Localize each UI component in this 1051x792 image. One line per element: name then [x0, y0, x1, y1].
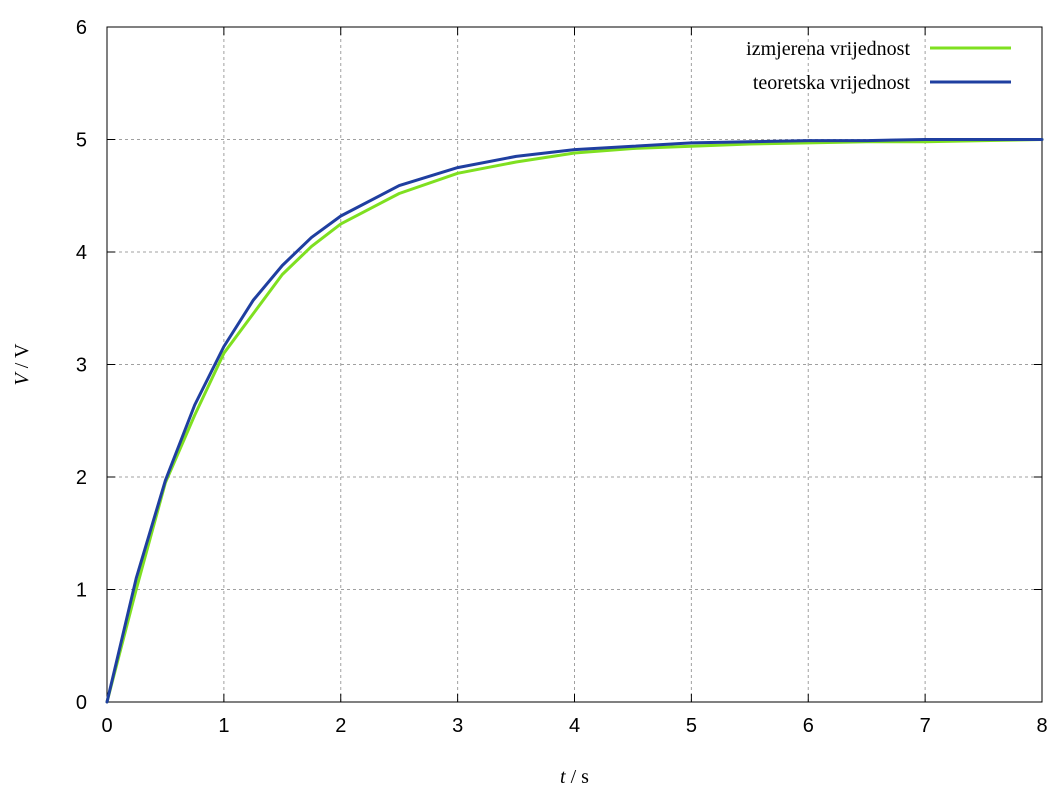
y-axis-label: V / V — [11, 343, 33, 385]
x-axis-variable: t — [560, 766, 566, 788]
series-line-1 — [105, 138, 1044, 704]
series-line-2 — [105, 138, 1044, 704]
x-tick-label: 3 — [452, 715, 463, 737]
y-axis-separator: / — [11, 358, 33, 373]
x-tick-label: 6 — [803, 715, 814, 737]
x-tick-label: 4 — [569, 715, 580, 737]
x-tick-label: 8 — [1036, 715, 1047, 737]
legend-label: izmjerena vrijednost — [746, 38, 910, 60]
x-axis-unit: s — [581, 766, 589, 788]
series-layer — [105, 138, 1044, 704]
axis-ticks: 0 1 2 3 4 5 6 7 8 0 1 2 3 4 5 6 — [76, 17, 1048, 737]
x-axis-label: t / s — [560, 766, 589, 788]
y-tick-label: 4 — [76, 242, 87, 264]
x-tick-label: 0 — [101, 715, 112, 737]
y-axis-unit: V — [11, 343, 33, 358]
x-tick-label: 5 — [686, 715, 697, 737]
x-tick-label: 2 — [335, 715, 346, 737]
x-axis-separator: / — [566, 766, 582, 788]
y-tick-label: 1 — [76, 580, 87, 602]
y-tick-label: 5 — [76, 130, 87, 152]
y-tick-label: 0 — [76, 692, 87, 714]
x-tick-label: 7 — [920, 715, 931, 737]
y-axis-variable: V — [11, 370, 33, 385]
y-tick-label: 3 — [76, 355, 87, 377]
legend-label: teoretska vrijednost — [753, 72, 911, 94]
grid — [107, 27, 1042, 702]
y-tick-label: 6 — [76, 17, 87, 39]
legend: izmjerena vrijednost teoretska vrijednost — [746, 38, 1011, 94]
y-tick-label: 2 — [76, 467, 87, 489]
x-tick-label: 1 — [218, 715, 229, 737]
